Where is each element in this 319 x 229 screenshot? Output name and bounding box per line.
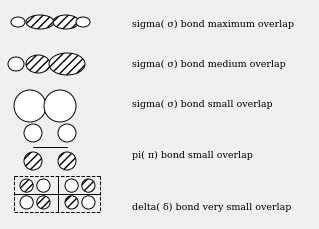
Ellipse shape — [53, 16, 79, 30]
Ellipse shape — [58, 124, 76, 142]
Ellipse shape — [24, 152, 42, 170]
Ellipse shape — [24, 124, 42, 142]
Ellipse shape — [65, 196, 78, 209]
Text: pi( π) bond small overlap: pi( π) bond small overlap — [132, 150, 253, 159]
Text: sigma( σ) bond medium overlap: sigma( σ) bond medium overlap — [132, 60, 286, 69]
Ellipse shape — [11, 18, 25, 28]
Ellipse shape — [82, 179, 95, 192]
Text: delta( δ) bond very small overlap: delta( δ) bond very small overlap — [132, 202, 292, 211]
Ellipse shape — [14, 91, 46, 123]
Text: sigma( σ) bond small overlap: sigma( σ) bond small overlap — [132, 100, 273, 109]
Ellipse shape — [26, 56, 50, 74]
Ellipse shape — [82, 196, 95, 209]
Ellipse shape — [44, 91, 76, 123]
Ellipse shape — [8, 58, 24, 72]
Ellipse shape — [76, 18, 90, 28]
Ellipse shape — [37, 196, 50, 209]
Ellipse shape — [26, 16, 54, 30]
Ellipse shape — [65, 179, 78, 192]
Text: sigma( σ) bond maximum overlap: sigma( σ) bond maximum overlap — [132, 19, 294, 29]
Ellipse shape — [20, 196, 33, 209]
Ellipse shape — [58, 152, 76, 170]
Ellipse shape — [20, 179, 33, 192]
Ellipse shape — [37, 179, 50, 192]
Ellipse shape — [49, 54, 85, 76]
